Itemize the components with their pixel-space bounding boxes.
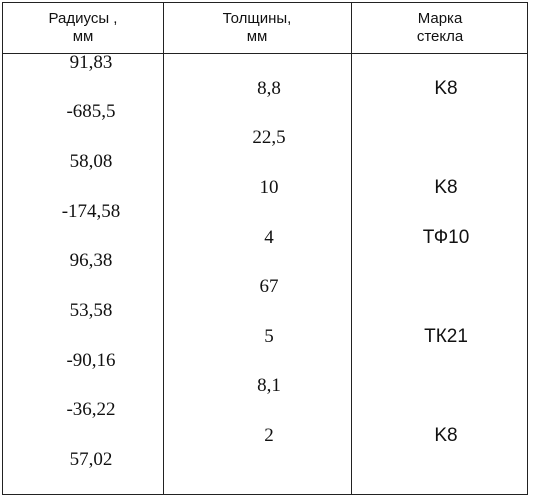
lens-table: Радиусы , мм Толщины, мм Марка стекла 91… [2, 2, 528, 495]
radius-value: -685,5 [66, 101, 115, 123]
glass-mark: K8 [434, 425, 457, 447]
thickness-value: 8,1 [257, 375, 281, 397]
radius-value: 96,38 [70, 250, 113, 272]
thickness-value: 2 [264, 425, 274, 447]
glass-mark: K8 [434, 78, 457, 100]
radius-value: -90,16 [66, 350, 115, 372]
header-radii-line2: мм [49, 28, 118, 46]
radius-value: 53,58 [70, 300, 113, 322]
thickness-value: 5 [264, 326, 274, 348]
radius-value: 91,83 [70, 52, 113, 74]
glass-mark: K8 [434, 177, 457, 199]
radius-value: -36,22 [66, 399, 115, 421]
column-divider [351, 3, 352, 494]
header-glass-line1: Марка [417, 10, 463, 28]
radius-value: -174,58 [62, 201, 121, 223]
header-glass: Марка стекла [417, 10, 463, 46]
thickness-value: 22,5 [252, 127, 285, 149]
thickness-value: 8,8 [257, 78, 281, 100]
thickness-value: 67 [260, 276, 279, 298]
header-glass-line2: стекла [417, 28, 463, 46]
header-radii: Радиусы , мм [49, 10, 118, 46]
header-thickness-line1: Толщины, [223, 10, 292, 28]
header-radii-line1: Радиусы , [49, 10, 118, 28]
thickness-value: 10 [260, 177, 279, 199]
glass-mark: ТК21 [424, 326, 468, 348]
header-thickness-line2: мм [223, 28, 292, 46]
radius-value: 58,08 [70, 151, 113, 173]
column-divider [163, 3, 164, 494]
thickness-value: 4 [264, 227, 274, 249]
glass-mark: ТФ10 [423, 227, 470, 249]
radius-value: 57,02 [70, 449, 113, 471]
header-thickness: Толщины, мм [223, 10, 292, 46]
